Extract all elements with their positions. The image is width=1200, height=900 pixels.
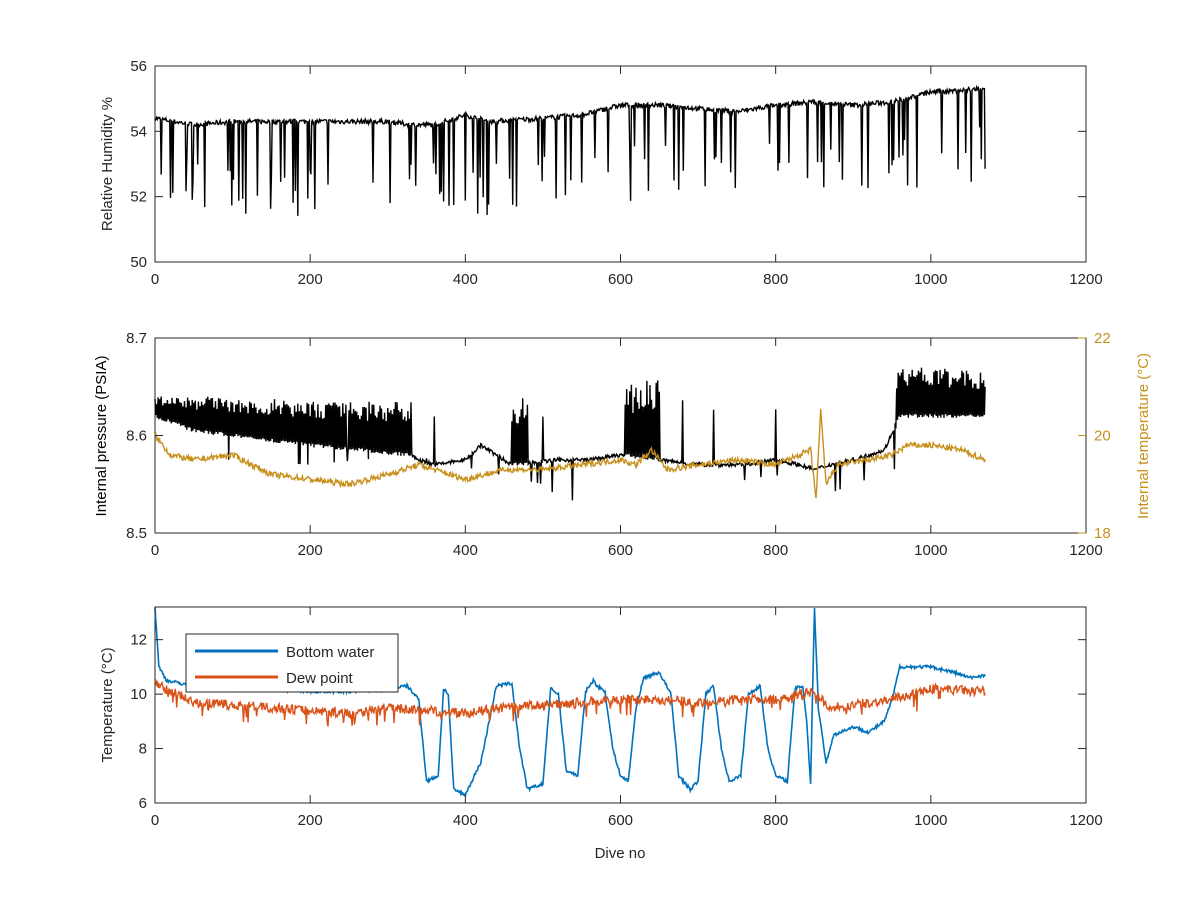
y2-tick-label: 18 bbox=[1094, 525, 1111, 542]
x-tick-label: 200 bbox=[298, 542, 323, 559]
x-tick-label: 600 bbox=[608, 271, 633, 288]
x-tick-label: 1000 bbox=[914, 542, 947, 559]
temperature-y-axis-label: Temperature (°C) bbox=[99, 647, 116, 762]
temperature-right-y-ticks: 18 20 22 bbox=[1078, 330, 1111, 542]
x-tick-label: 0 bbox=[151, 542, 159, 559]
y-tick-label: 12 bbox=[130, 632, 147, 649]
x-tick-label: 400 bbox=[453, 812, 478, 829]
x-tick-label: 200 bbox=[298, 812, 323, 829]
y-tick-label: 52 bbox=[130, 189, 147, 206]
x-tick-label: 1200 bbox=[1069, 812, 1102, 829]
x-tick-label: 600 bbox=[608, 812, 633, 829]
internal-temperature-series-line bbox=[154, 408, 986, 499]
x-tick-label: 1200 bbox=[1069, 271, 1102, 288]
legend-label-dew-point: Dew point bbox=[286, 670, 354, 687]
y-tick-label: 8.7 bbox=[126, 330, 147, 347]
dew-point-series-line bbox=[154, 678, 986, 727]
y-tick-label: 8.5 bbox=[126, 525, 147, 542]
humidity-y-axis-label: Relative Humidity % bbox=[99, 97, 116, 231]
y2-tick-label: 20 bbox=[1094, 428, 1111, 445]
pressure-plot-area bbox=[154, 367, 986, 501]
pressure-x-ticks: 0 200 400 600 800 1000 1200 bbox=[151, 338, 1103, 559]
x-tick-label: 200 bbox=[298, 271, 323, 288]
x-tick-label: 1200 bbox=[1069, 542, 1102, 559]
temperature-panel: 0 200 400 600 800 1000 1200 6 8 10 12 Temperature… bbox=[99, 606, 1103, 862]
humidity-plot-area bbox=[154, 84, 986, 216]
pressure-y-ticks: 8.5 8.6 8.7 bbox=[126, 330, 163, 542]
temperature-x-ticks: 0 200 400 600 800 1000 1200 bbox=[151, 607, 1103, 829]
y-tick-label: 56 bbox=[130, 58, 147, 75]
x-tick-label: 800 bbox=[763, 542, 788, 559]
x-tick-label: 800 bbox=[763, 812, 788, 829]
y-tick-label: 50 bbox=[130, 254, 147, 271]
y2-tick-label: 22 bbox=[1094, 330, 1111, 347]
humidity-y-ticks: 50 52 54 56 bbox=[130, 58, 1086, 271]
x-tick-label: 0 bbox=[151, 812, 159, 829]
x-tick-label: 0 bbox=[151, 271, 159, 288]
legend-box bbox=[185, 633, 399, 693]
internal-temperature-y-axis-label: Internal temperature (°C) bbox=[1135, 353, 1152, 519]
legend-label-bottom-water: Bottom water bbox=[286, 644, 374, 661]
pressure-y-axis-label: Internal pressure (PSIA) bbox=[93, 356, 110, 517]
humidity-series-line bbox=[154, 84, 986, 216]
humidity-x-ticks: 0 200 400 600 800 1000 1200 bbox=[151, 66, 1103, 288]
legend: Bottom water Dew point bbox=[185, 633, 399, 693]
x-tick-label: 400 bbox=[453, 542, 478, 559]
pressure-panel: 0 200 400 600 800 1000 1200 8.5 8.6 8.7 18 20 22 I… bbox=[93, 330, 1152, 559]
x-tick-label: 1000 bbox=[914, 271, 947, 288]
humidity-panel: 0 200 400 600 800 1000 1200 50 52 54 56 Relative … bbox=[99, 58, 1103, 288]
x-tick-label: 800 bbox=[763, 271, 788, 288]
temperature-y-ticks: 6 8 10 12 bbox=[130, 632, 1086, 812]
y-tick-label: 8 bbox=[139, 741, 147, 758]
y-tick-label: 10 bbox=[130, 686, 147, 703]
x-axis-label: Dive no bbox=[595, 845, 646, 862]
y-tick-label: 8.6 bbox=[126, 428, 147, 445]
x-tick-label: 1000 bbox=[914, 812, 947, 829]
x-tick-label: 600 bbox=[608, 542, 633, 559]
y-tick-label: 6 bbox=[139, 795, 147, 812]
x-tick-label: 400 bbox=[453, 271, 478, 288]
y-tick-label: 54 bbox=[130, 123, 147, 140]
